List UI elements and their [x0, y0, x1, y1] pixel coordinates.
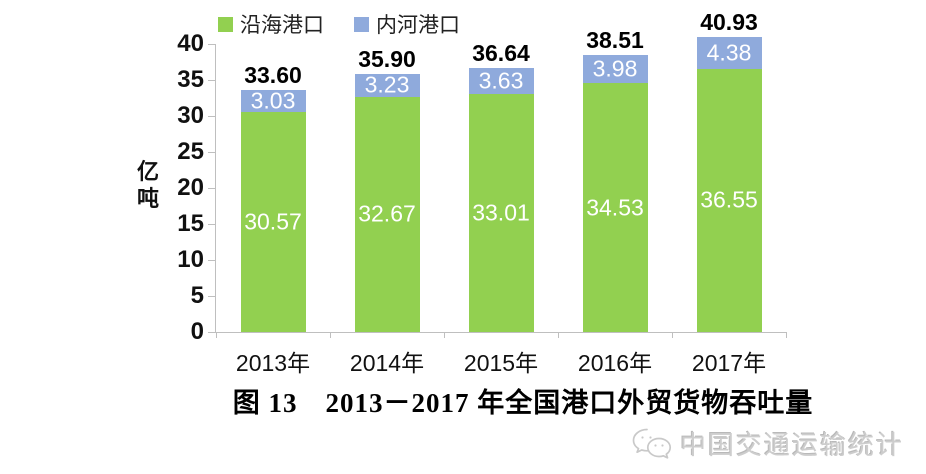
plot-area: 0 5 10 15 20 25 30 35 40 3.03 30.57 33.60 2013年 3.23 3…: [177, 9, 787, 376]
y-axis-tick: [208, 331, 215, 333]
bar-2017年: 4.38 36.55: [696, 37, 762, 332]
y-axis-tick: [208, 151, 215, 153]
x-axis-tick: [557, 332, 559, 338]
total-value-label: 36.64: [472, 40, 530, 67]
y-axis-tick-label: 40: [177, 30, 204, 57]
coastal-value-label: 32.67: [358, 200, 416, 227]
inland-river-segment: 3.23: [354, 71, 420, 98]
x-axis-category-label: 2017年: [691, 350, 767, 376]
bar-2014年: 3.23 32.67: [354, 71, 420, 332]
y-axis-tick: [208, 79, 215, 81]
y-axis-title: 亿吨: [137, 159, 160, 211]
total-value-label: 35.90: [358, 45, 416, 72]
coastal-segment: 32.67: [354, 96, 420, 332]
total-value-label: 33.60: [244, 62, 302, 89]
coastal-segment: 36.55: [696, 68, 762, 332]
inland-river-segment: 3.98: [582, 54, 648, 84]
y-axis-tick: [208, 187, 215, 189]
y-axis-tick-label: 20: [177, 174, 204, 201]
inland-river-segment: 3.03: [240, 87, 306, 114]
watermark-text: 中国交通运输统计: [679, 430, 904, 460]
x-axis-tick: [215, 332, 217, 338]
y-axis-tick-label: 30: [177, 102, 204, 129]
y-axis-tick: [208, 295, 215, 297]
x-axis-category-label: 2013年: [235, 350, 311, 376]
watermark: 中国交通运输统计: [632, 425, 904, 462]
x-axis-tick: [671, 332, 673, 338]
x-axis-tick: [443, 332, 445, 338]
inland-river-ports-label: 内河港口: [376, 14, 460, 37]
coastal-ports-label: 沿海港口: [240, 14, 324, 37]
inland-river-value-label: 3.63: [478, 67, 524, 94]
y-axis-tick-label: 5: [190, 282, 204, 309]
legend-item-coastal-ports: 沿海港口: [218, 9, 324, 39]
x-axis-category-label: 2014年: [349, 350, 425, 376]
wechat-chat-bubbles-icon: [632, 428, 672, 459]
inland-river-segment: 3.63: [468, 67, 534, 95]
inland-river-value-label: 3.03: [250, 87, 296, 114]
coastal-value-label: 34.53: [586, 194, 644, 221]
y-axis-tick-label: 10: [177, 246, 204, 273]
x-axis-tick: [329, 332, 331, 338]
total-value-label: 40.93: [700, 9, 758, 36]
inland-river-value-label: 4.38: [706, 39, 752, 66]
bar-2016年: 3.98 34.53: [582, 54, 648, 332]
coastal-segment: 34.53: [582, 83, 648, 332]
y-axis-tick-label: 0: [190, 318, 204, 345]
coastal-ports-swatch: [218, 16, 233, 32]
x-axis-tick: [785, 332, 787, 338]
inland-river-ports-swatch: [354, 16, 369, 32]
coastal-segment: 30.57: [240, 111, 306, 332]
chart-legend: 沿海港口 内河港口: [218, 9, 460, 39]
bar-2013年: 3.03 30.57: [240, 87, 306, 332]
coastal-segment: 33.01: [468, 94, 534, 332]
x-axis-category-label: 2016年: [577, 350, 653, 376]
coastal-value-label: 33.01: [472, 199, 530, 226]
y-axis-tick: [208, 259, 215, 261]
inland-river-value-label: 3.23: [364, 71, 410, 98]
figure-caption: 图 13 2013－2017 年全国港口外贸货物吞吐量: [232, 388, 814, 418]
y-axis-tick-label: 15: [177, 210, 204, 237]
coastal-value-label: 36.55: [700, 186, 758, 213]
y-axis-tick: [208, 115, 215, 117]
y-axis-tick-label: 25: [177, 138, 204, 165]
inland-river-segment: 4.38: [696, 37, 762, 69]
y-axis-tick: [208, 43, 215, 45]
legend-item-inland-river-ports: 内河港口: [354, 9, 460, 39]
x-axis-category-label: 2015年: [463, 350, 539, 376]
total-value-label: 38.51: [586, 26, 644, 53]
inland-river-value-label: 3.98: [592, 55, 638, 82]
bar-2015年: 3.63 33.01: [468, 67, 534, 332]
coastal-value-label: 30.57: [244, 208, 302, 235]
y-axis-tick-label: 35: [177, 66, 204, 93]
y-axis-tick: [208, 223, 215, 225]
